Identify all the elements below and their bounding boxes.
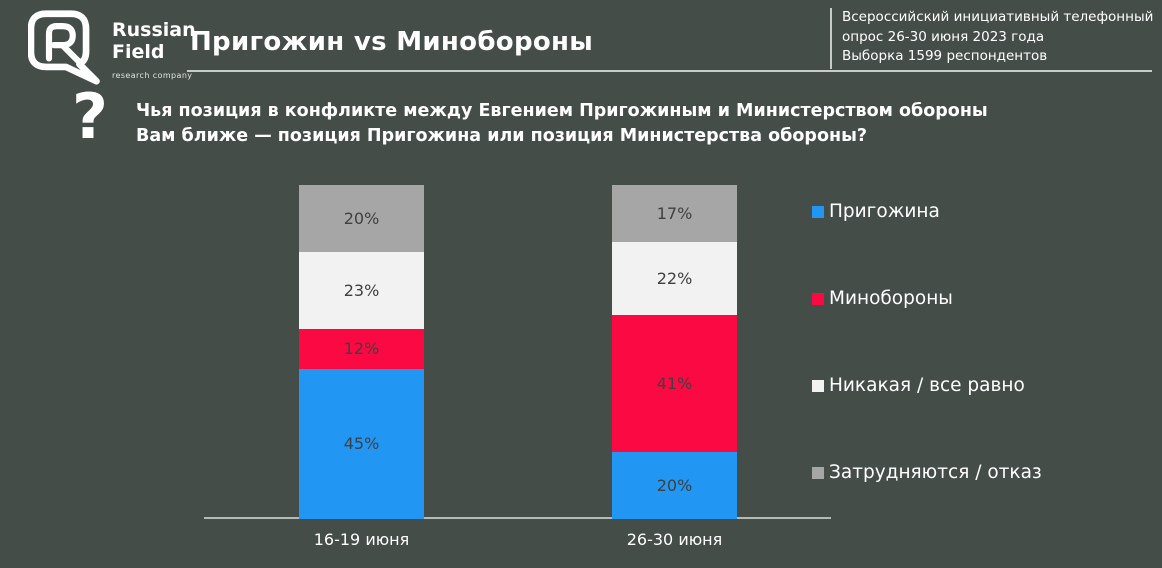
header-divider xyxy=(187,70,1152,72)
chart-plot-area: 45% 12% 23% 20% 16-19 июня 20% 41% 22% 17% 26-30 … xyxy=(0,185,1162,549)
bar-segment-value: 45% xyxy=(343,434,380,454)
bar-segment: 23% xyxy=(299,251,424,329)
x-axis-line xyxy=(204,517,831,519)
bar-segment-value: 17% xyxy=(656,203,693,223)
legend-swatch xyxy=(812,205,824,218)
x-axis-label: 26-30 июня xyxy=(626,530,723,549)
legend-label: Никакая / все равно xyxy=(829,375,1025,396)
legend-swatch xyxy=(812,466,824,479)
bar-segment-value: 23% xyxy=(343,280,380,300)
bar-segment: 45% xyxy=(299,368,424,519)
bar-segment: 20% xyxy=(612,452,737,519)
bar-segment-value: 41% xyxy=(656,374,693,394)
legend-swatch xyxy=(812,292,824,305)
stacked-bar-1: 45% 12% 23% 20% 16-19 июня xyxy=(299,185,424,549)
legend-label: Пригожина xyxy=(829,201,940,222)
logo-subtitle: research company xyxy=(112,71,193,80)
question-mark-icon: ? xyxy=(72,80,108,153)
survey-info: Всероссийский инициативный телефонный оп… xyxy=(842,9,1154,64)
question-text: Чья позиция в конфликте между Евгением П… xyxy=(136,101,988,146)
page-title: Пригожин vs Минобороны xyxy=(190,27,594,57)
legend-item: Минобороны xyxy=(812,288,1042,309)
legend-swatch xyxy=(812,379,824,392)
bar-segment: 41% xyxy=(612,315,737,453)
bar-segment: 20% xyxy=(299,185,424,252)
bar-segment-value: 20% xyxy=(656,476,693,496)
stacked-bar-2: 20% 41% 22% 17% 26-30 июня xyxy=(612,185,737,549)
legend-item: Пригожина xyxy=(812,201,1042,222)
bar-segment: 17% xyxy=(612,185,737,242)
logo-speech-bubble-icon xyxy=(27,10,100,85)
info-divider xyxy=(830,8,832,69)
logo-wordmark: Russian Field research company xyxy=(112,19,196,87)
chart-legend: Пригожина Минобороны Никакая / все равно За… xyxy=(812,201,1042,483)
legend-item: Затрудняются / отказ xyxy=(812,462,1042,483)
legend-label: Минобороны xyxy=(829,288,953,309)
russian-field-logo xyxy=(27,9,108,89)
bar-segment-value: 22% xyxy=(656,269,693,289)
bar-segment-value: 12% xyxy=(343,339,380,359)
bar-segment-value: 20% xyxy=(343,208,380,228)
bar-segment: 22% xyxy=(612,241,737,316)
bar-segment: 12% xyxy=(299,328,424,369)
x-axis-label: 16-19 июня xyxy=(313,530,410,549)
logo-line1: Russian xyxy=(112,19,196,41)
legend-label: Затрудняются / отказ xyxy=(829,462,1042,483)
legend-item: Никакая / все равно xyxy=(812,375,1042,396)
logo-line2: Field xyxy=(112,41,165,63)
